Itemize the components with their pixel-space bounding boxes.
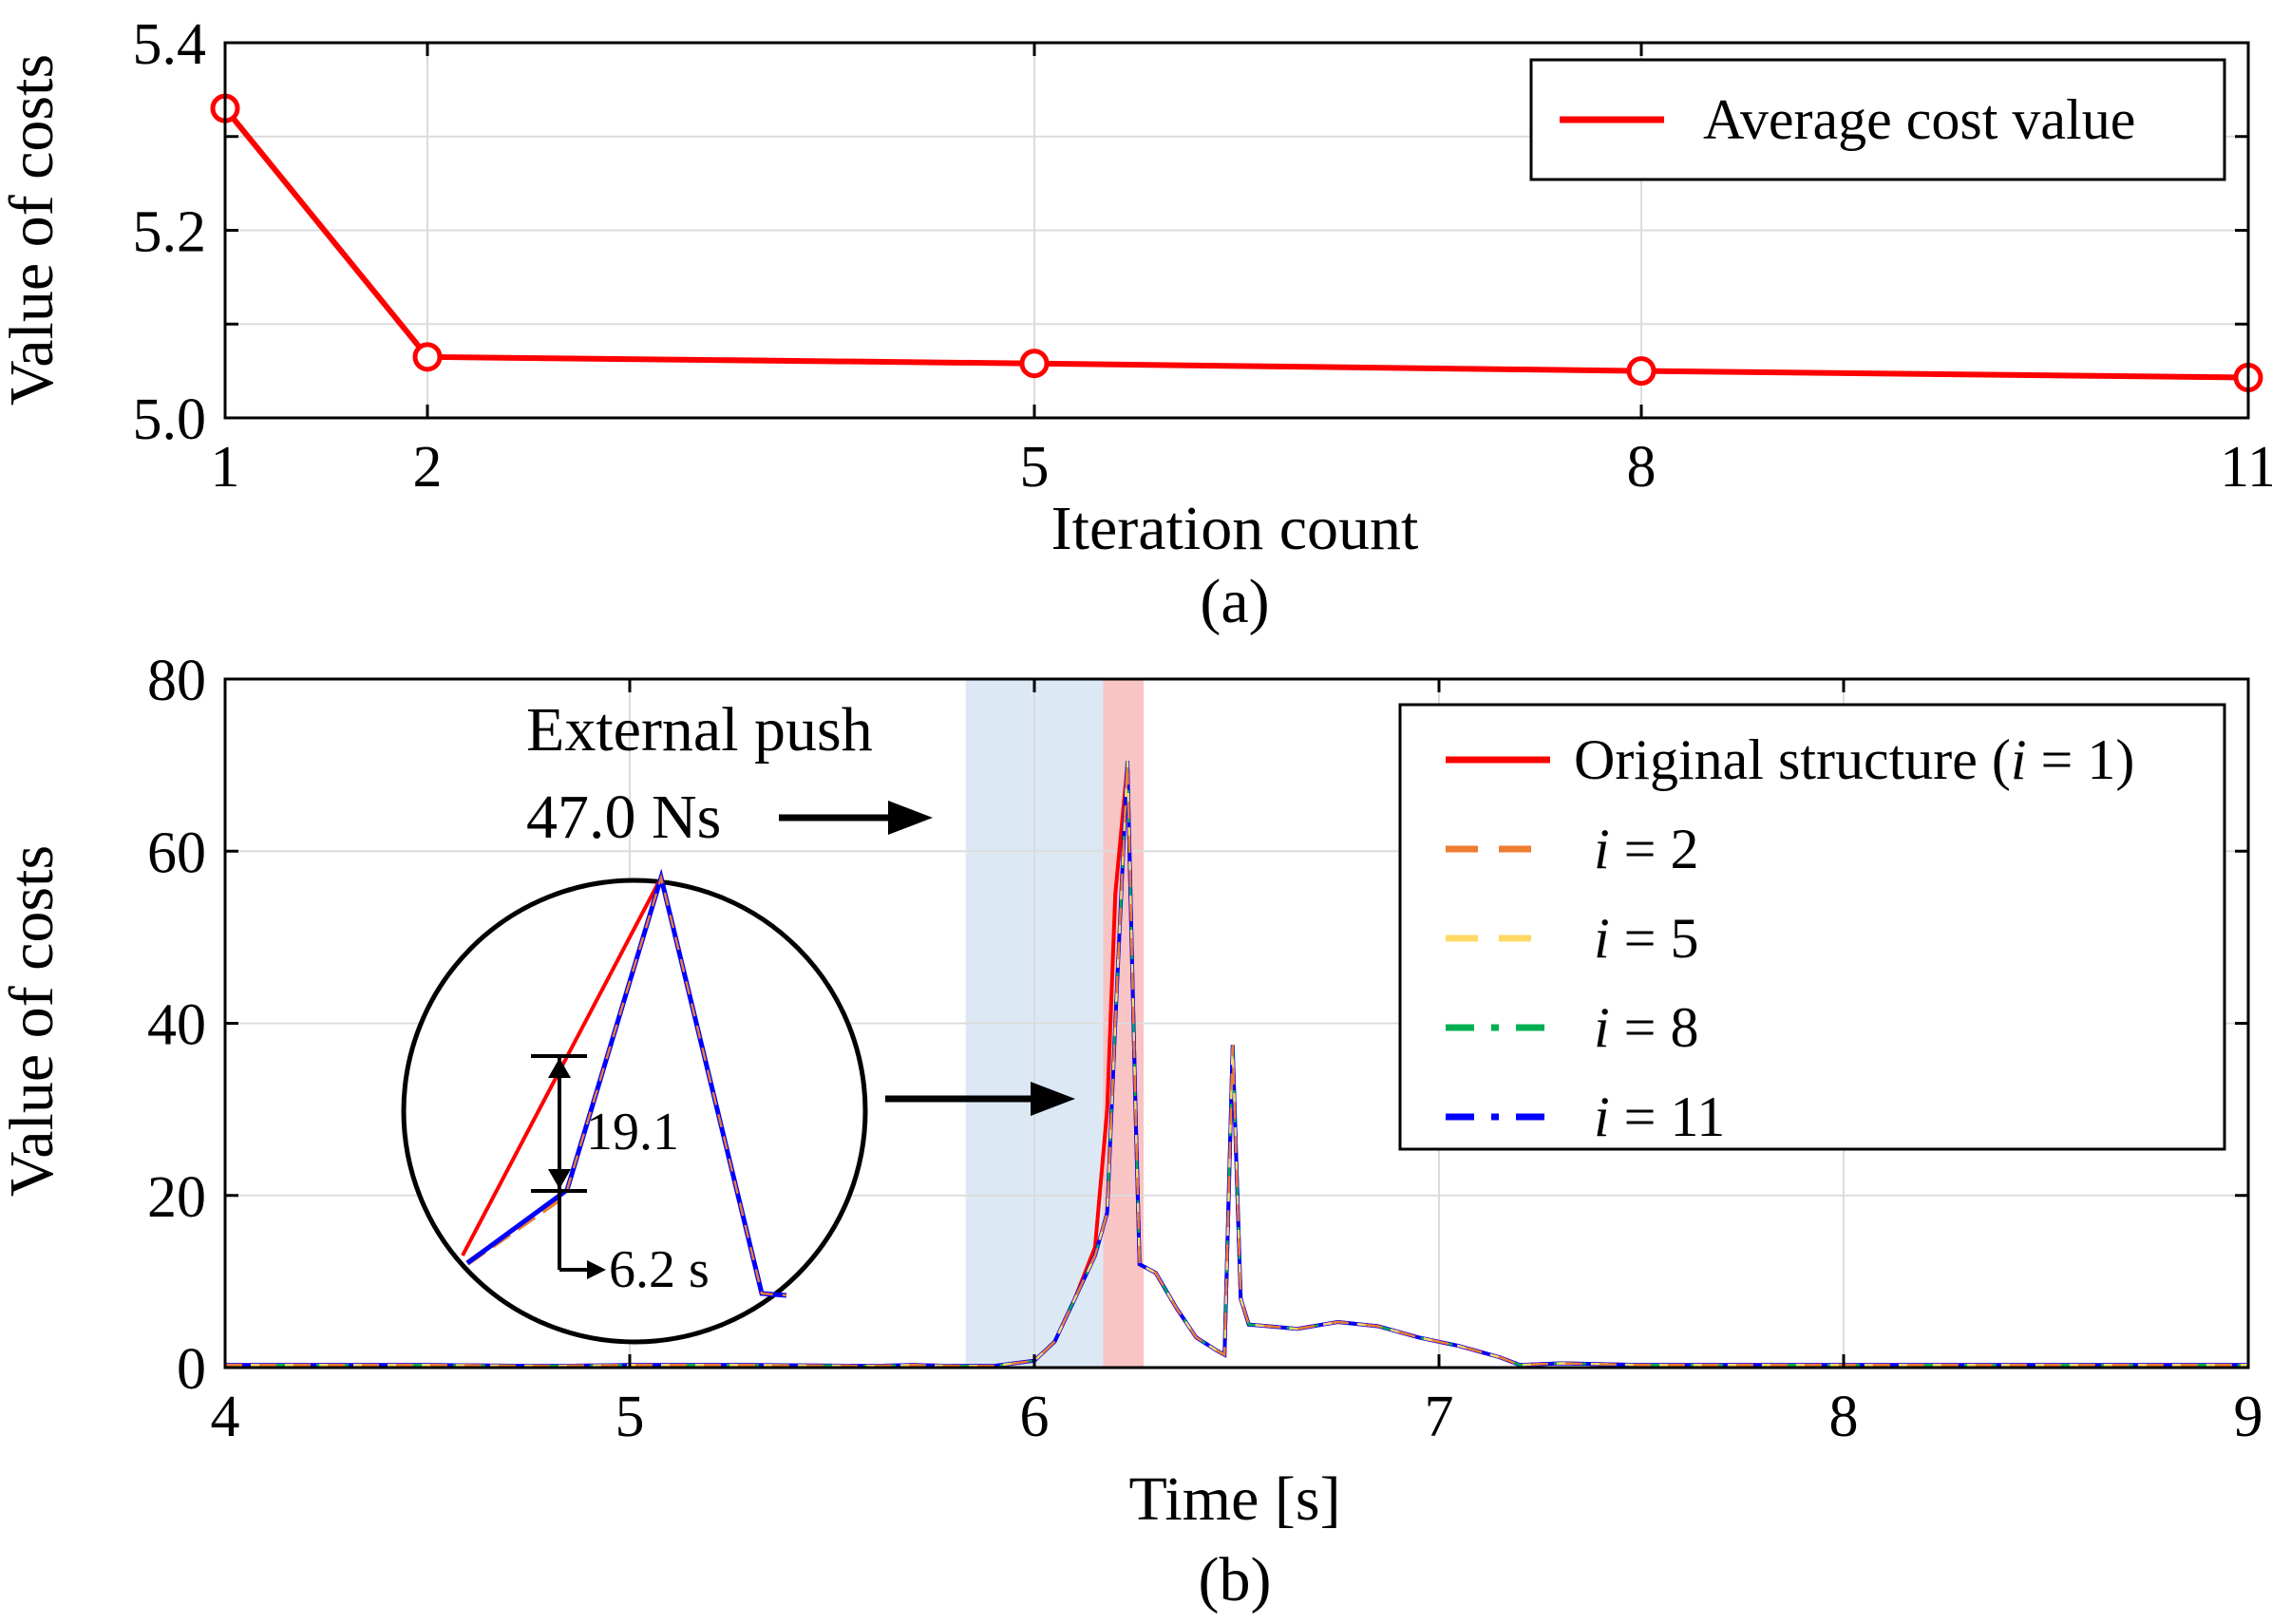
panel-a-xlabel: Iteration count [1051,494,1419,563]
panel-b-legend-label: i = 11 [1594,1086,1725,1148]
push-arrow [779,801,933,835]
zoom-delta-value: 19.1 [586,1103,679,1161]
panel-a-ytick-label: 5.4 [133,12,207,77]
panel-b-xtick-label: 4 [211,1385,240,1449]
zoom-time-arrow [587,1260,606,1279]
panel-a-ylabel: Value of costs [0,54,66,406]
panel-b-legend-label: i = 2 [1594,818,1699,880]
panel-b-legend-box [1398,703,2226,1151]
panel-b-series-i2 [225,761,2248,1368]
panel-a-ticks: 1 2 5 8 11 5.0 5.2 5.4 [133,12,2272,500]
panel-b-label: (b) [1199,1545,1272,1615]
panel-a-data-point [412,342,443,372]
panel-a-xtick-label: 1 [211,435,240,500]
annotation-push-impulse: 47.0 Ns [526,783,721,852]
panel-b-legend-label: i = 8 [1594,996,1699,1059]
panel-a-xtick-label: 11 [2220,435,2272,500]
panel-b-ytick-label: 20 [147,1165,206,1230]
zoom-pointer-arrow [885,1082,1075,1116]
annotation-external-push: External push [526,695,873,765]
panel-a-legend: Average cost value [1529,58,2226,181]
panel-a-xtick-label: 5 [1020,435,1050,500]
panel-a-ytick-label: 5.0 [133,387,207,452]
panel-a-xtick-label: 8 [1627,435,1657,500]
panel-a-data-point [1019,349,1050,379]
panel-a-series [210,93,2263,393]
panel-b-series [225,761,2248,1369]
panel-b-legend: Original structure (i = 1) i = 2 i = 5 i = … [1398,703,2226,1151]
legend-label-average-cost: Average cost value [1703,88,2135,151]
zoom-dim-arrow-down [548,1169,571,1189]
panel-b-ylabel: Value of costs [0,845,66,1197]
panel-a-label: (a) [1200,567,1269,636]
panel-a-xtick-label: 2 [413,435,443,500]
panel-b-ytick-label: 80 [147,649,206,713]
panel-a-data-point [1626,356,1657,387]
panel-b-legend-label: Original structure (i = 1) [1574,728,2134,791]
panel-a-ytick-label: 5.2 [133,200,207,265]
panel-b-ytick-label: 60 [147,821,206,885]
zoom-line-i2-overlay [565,873,787,1297]
panel-b-ytick-label: 40 [147,993,206,1058]
panel-b-xtick-label: 8 [1829,1385,1859,1449]
panel-b-xlabel: Time [s] [1128,1464,1340,1534]
zoom-dim-arrow-up [548,1058,571,1078]
panel-b-xtick-label: 6 [1020,1385,1050,1449]
panel-b-xtick-label: 9 [2234,1385,2263,1449]
panel-b-xtick-label: 7 [1425,1385,1454,1449]
panel-b-ticks: 4 5 6 7 8 9 0 20 40 60 80 [147,649,2263,1449]
zoom-inset: 19.1 6.2 s [401,868,868,1345]
panel-b-legend-label: i = 5 [1594,907,1699,970]
chart-panel-a: 1 2 5 8 11 5.0 5.2 5.4 Value of costs Iteration… [0,12,2272,636]
panel-b-ytick-label: 0 [177,1337,206,1402]
zoom-time-value: 6.2 s [609,1240,710,1299]
panel-b-xtick-label: 5 [615,1385,645,1449]
